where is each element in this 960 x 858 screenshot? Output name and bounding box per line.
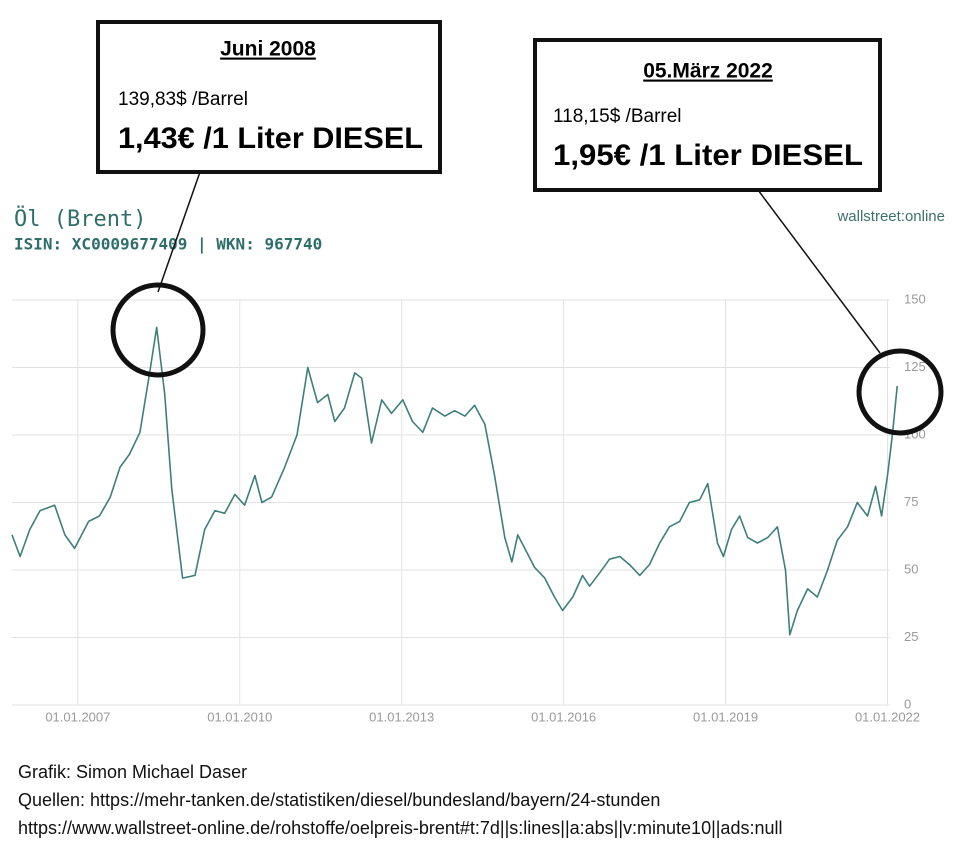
y-tick-label: 25 bbox=[904, 629, 918, 644]
x-tick-label: 01.01.2007 bbox=[45, 709, 110, 724]
y-tick-label: 125 bbox=[904, 359, 926, 374]
annotation-price: 118,15$ /Barrel bbox=[553, 106, 682, 127]
y-tick-label: 150 bbox=[904, 291, 926, 306]
credit-line: Quellen: https://mehr-tanken.de/statisti… bbox=[18, 790, 660, 810]
chart-subtitle: ISIN: XC0009677409 | WKN: 967740 bbox=[14, 235, 322, 255]
annotation-box bbox=[96, 20, 442, 174]
annotation-price: 139,83$ /Barrel bbox=[118, 89, 248, 110]
y-tick-label: 0 bbox=[904, 696, 911, 711]
highlight-circle bbox=[110, 282, 206, 378]
chart-title: Öl (Brent) bbox=[14, 206, 146, 232]
x-tick-label: 01.01.2016 bbox=[531, 709, 596, 724]
x-tick-label: 01.01.2019 bbox=[693, 709, 758, 724]
x-tick-label: 01.01.2013 bbox=[369, 709, 434, 724]
y-tick-label: 50 bbox=[904, 561, 918, 576]
pointer-line bbox=[157, 171, 201, 293]
highlight-circle bbox=[856, 348, 944, 436]
x-tick-label: 01.01.2010 bbox=[207, 709, 272, 724]
annotation-box bbox=[533, 38, 882, 192]
credit-line: Grafik: Simon Michael Daser bbox=[18, 762, 247, 782]
brand: wallstreet:online bbox=[836, 208, 945, 225]
annotation-diesel: 1,95€ /1 Liter DIESEL bbox=[553, 139, 863, 172]
credit-line: https://www.wallstreet-online.de/rohstof… bbox=[18, 818, 782, 838]
y-tick-label: 75 bbox=[904, 494, 918, 509]
annotation-diesel: 1,43€ /1 Liter DIESEL bbox=[118, 122, 423, 155]
annotation-title: Juni 2008 bbox=[220, 38, 316, 61]
pointer-line bbox=[757, 189, 881, 354]
price-line bbox=[11, 326, 899, 636]
x-tick-label: 01.01.2022 bbox=[855, 709, 920, 724]
annotation-title: 05.März 2022 bbox=[643, 60, 773, 83]
